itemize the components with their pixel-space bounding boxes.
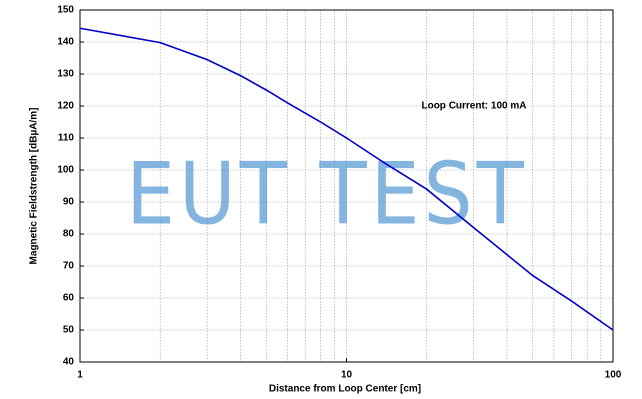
y-tick-label: 50 xyxy=(63,325,75,336)
plot-frame xyxy=(79,9,614,363)
annotation: Loop Current: 100 mA xyxy=(421,101,526,112)
x-axis-label: Distance from Loop Center [cm] xyxy=(269,384,421,395)
y-tick-label: 100 xyxy=(57,165,74,176)
y-tick-label: 140 xyxy=(57,37,74,48)
y-tick-label: 80 xyxy=(63,229,75,240)
y-tick-label: 110 xyxy=(58,133,75,144)
data-line xyxy=(79,27,614,331)
y-tick-label: 90 xyxy=(63,197,75,208)
y-tick-label: 130 xyxy=(57,69,74,80)
watermark: EUT TEST xyxy=(126,144,528,244)
y-tick-label: 120 xyxy=(57,101,74,112)
y-tick-label: 40 xyxy=(63,357,75,368)
y-tick-label: 150 xyxy=(57,5,74,16)
x-tick-label: 1 xyxy=(77,370,83,381)
y-axis-label: Magnetic Fieldstrength [dBµA/m] xyxy=(29,108,40,265)
y-tick-label: 70 xyxy=(63,261,75,272)
x-tick-label: 10 xyxy=(341,370,353,381)
x-tick-label: 100 xyxy=(605,370,622,381)
y-tick-label: 60 xyxy=(63,293,75,304)
